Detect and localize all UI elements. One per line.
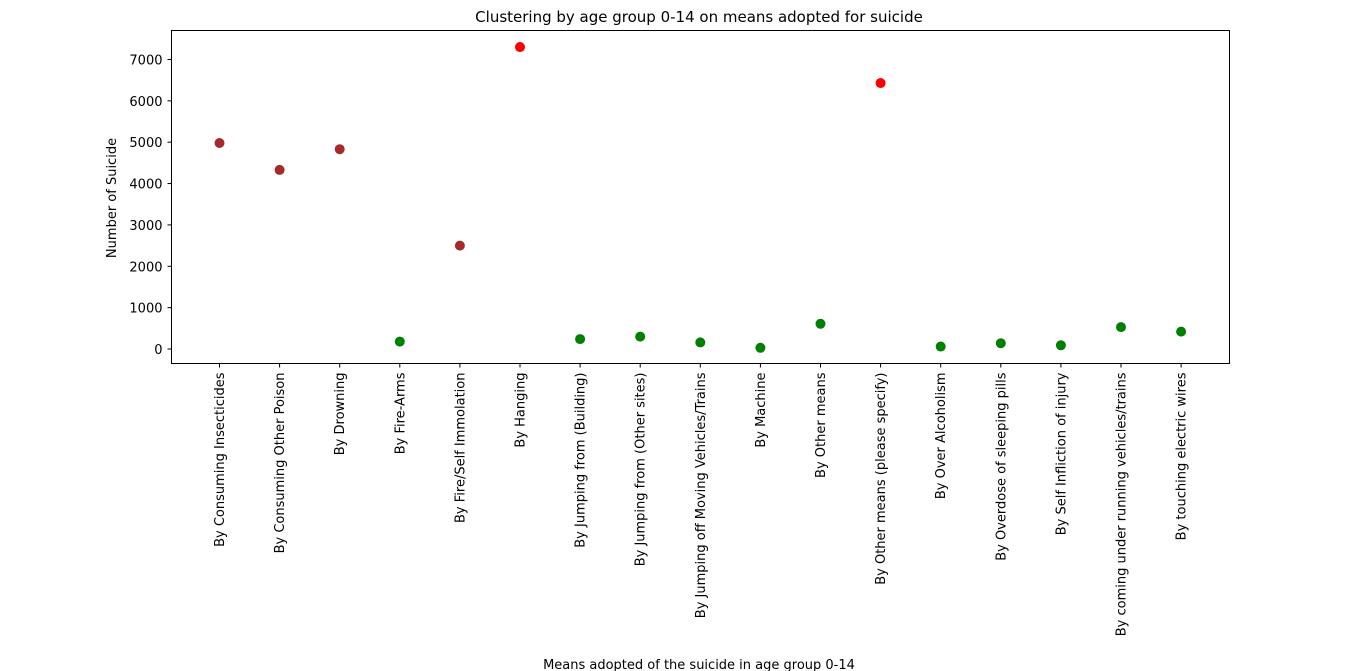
data-point (575, 334, 586, 345)
y-tick-label: 6000 (129, 95, 162, 110)
y-tick-label: 7000 (129, 53, 162, 68)
x-tick-label: By Jumping from (Building) (574, 373, 589, 548)
y-tick-label: 2000 (129, 260, 162, 275)
data-point (695, 337, 706, 348)
x-tick-label: By Fire-Arms (393, 372, 408, 454)
x-tick-label: By Jumping off Moving Vehicles/Trains (694, 372, 709, 618)
data-point (1116, 322, 1126, 333)
x-axis-label: Means adopted of the suicide in age grou… (543, 658, 855, 671)
x-tick-label: By Self Infliction of injury (1054, 372, 1069, 535)
data-point (995, 338, 1006, 349)
x-tick-label: By Other means (please specify) (874, 373, 889, 585)
data-point (815, 318, 826, 329)
data-point (334, 144, 345, 155)
data-point (274, 164, 285, 175)
y-tick-label: 3000 (129, 219, 162, 234)
data-point (1055, 340, 1066, 351)
x-tick-label: By Overdose of sleeping pills (994, 372, 1009, 561)
y-tick-label: 1000 (129, 302, 162, 317)
x-tick-label: By Drowning (333, 373, 348, 456)
y-tick-label: 5000 (129, 136, 162, 151)
data-point (755, 342, 766, 353)
data-point (214, 138, 225, 149)
x-tick-label: By Other means (814, 372, 829, 478)
y-tick-label: 4000 (129, 178, 162, 193)
x-tick-label: By Over Alcoholism (934, 373, 949, 500)
y-tick-label: 0 (154, 343, 162, 358)
data-point (875, 78, 886, 89)
x-tick-label: By Machine (754, 373, 769, 448)
y-axis-label: Number of Suicide (105, 138, 120, 258)
plot-frame (171, 30, 1230, 364)
x-tick-label: By Fire/Self Immolation (453, 373, 468, 524)
x-tick-label: By coming under running vehicles/trains (1115, 372, 1130, 636)
data-point (394, 336, 405, 347)
data-points (214, 42, 1187, 353)
data-point (635, 331, 646, 342)
y-axis-ticks: 0 1000 2000 3000 4000 5000 6000 7000 (129, 53, 172, 358)
x-tick-label: By Consuming Insecticides (213, 372, 228, 547)
x-tick-label: By Hanging (514, 373, 529, 448)
data-point (935, 341, 946, 352)
x-tick-label: By Jumping from (Other sites) (634, 373, 649, 567)
data-point (454, 240, 465, 251)
data-point (1176, 326, 1187, 337)
data-point (515, 42, 525, 53)
chart-title: Clustering by age group 0-14 on means ad… (475, 8, 923, 26)
x-tick-label: By touching electric wires (1175, 372, 1190, 540)
x-axis-ticks: By Consuming Insecticides By Consuming Ot… (213, 363, 1190, 636)
x-tick-label: By Consuming Other Poison (273, 373, 288, 554)
